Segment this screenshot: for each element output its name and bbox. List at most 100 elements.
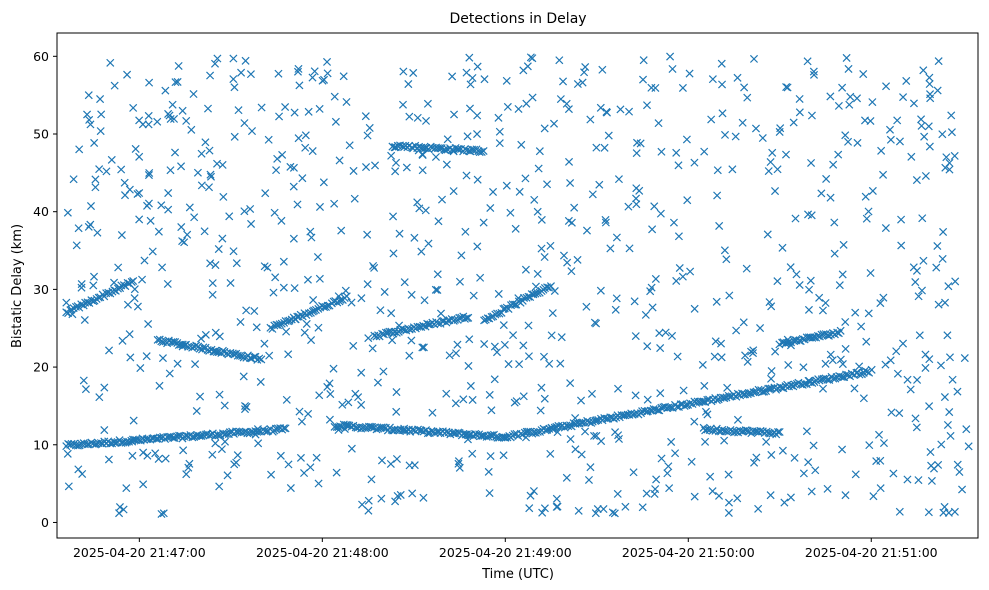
detection-point xyxy=(437,195,447,204)
detection-point xyxy=(686,267,695,276)
detection-point xyxy=(253,425,262,434)
detection-point xyxy=(435,143,445,153)
detection-point xyxy=(863,367,872,376)
detection-point xyxy=(174,61,183,70)
detection-point xyxy=(90,272,99,281)
detection-point xyxy=(171,78,180,87)
detection-point xyxy=(468,395,477,404)
detection-point xyxy=(240,405,250,414)
detection-point xyxy=(164,189,173,198)
detection-point xyxy=(564,216,573,225)
detection-point xyxy=(208,450,217,459)
detection-point xyxy=(486,203,495,213)
detection-point xyxy=(855,362,864,371)
detection-point xyxy=(191,360,200,369)
detection-point xyxy=(524,321,533,330)
detection-point xyxy=(938,254,947,263)
detection-point xyxy=(838,360,847,369)
detection-point xyxy=(193,168,202,177)
detection-point xyxy=(315,104,324,113)
detection-point xyxy=(859,394,868,403)
detection-point xyxy=(376,306,385,315)
detection-point xyxy=(330,199,339,208)
detection-point xyxy=(407,290,416,299)
detection-point xyxy=(601,218,610,227)
detection-point xyxy=(364,496,373,505)
detection-point xyxy=(370,263,379,272)
detection-point xyxy=(490,342,499,351)
detection-point xyxy=(656,389,665,398)
detection-point xyxy=(499,451,508,460)
detection-point xyxy=(303,275,312,284)
detection-point xyxy=(419,343,428,352)
detection-point xyxy=(803,57,812,66)
detection-point xyxy=(857,322,866,331)
detection-point xyxy=(232,259,241,268)
detection-point xyxy=(135,116,144,125)
detection-point xyxy=(712,396,721,405)
detection-point xyxy=(428,408,437,417)
detection-point xyxy=(868,98,877,107)
detection-point xyxy=(834,101,843,110)
detection-point xyxy=(596,286,605,295)
x-axis-label: Time (UTC) xyxy=(481,567,554,582)
detection-point xyxy=(925,79,934,89)
detection-point xyxy=(741,351,750,360)
detection-point xyxy=(758,134,767,143)
y-tick-label: 60 xyxy=(33,49,49,64)
detection-point xyxy=(786,341,795,350)
detection-point xyxy=(631,391,640,400)
detection-point xyxy=(138,275,147,284)
detection-point xyxy=(502,181,511,190)
detection-point xyxy=(63,449,72,458)
detection-point xyxy=(190,213,199,222)
detection-point xyxy=(391,497,400,506)
detection-point xyxy=(455,277,464,286)
detection-point xyxy=(683,196,692,205)
detection-point xyxy=(722,255,731,264)
detection-point xyxy=(480,75,489,84)
detection-point xyxy=(182,470,191,479)
detection-point xyxy=(364,506,373,515)
detection-point xyxy=(823,484,832,493)
detection-point xyxy=(188,343,197,352)
detection-point xyxy=(844,64,853,73)
detection-point xyxy=(395,229,404,238)
detection-point xyxy=(947,111,956,120)
detection-point xyxy=(349,341,358,350)
detection-point xyxy=(400,424,409,433)
detection-point xyxy=(335,156,344,165)
detection-point xyxy=(185,203,194,212)
detection-point xyxy=(151,449,160,458)
y-axis-label: Bistatic Delay (km) xyxy=(10,224,25,348)
detection-point xyxy=(763,230,772,239)
detection-point xyxy=(95,393,104,402)
detection-point xyxy=(289,234,298,243)
detection-points xyxy=(62,52,973,519)
detection-point xyxy=(218,234,227,243)
detection-point xyxy=(77,280,86,289)
detection-point xyxy=(413,113,422,122)
detection-point xyxy=(749,388,758,397)
detection-point xyxy=(876,484,885,493)
detection-point xyxy=(405,112,414,121)
detection-point xyxy=(234,106,243,115)
detection-point xyxy=(389,212,398,221)
detection-point xyxy=(319,178,328,187)
detection-point xyxy=(839,240,848,249)
detection-point xyxy=(566,178,575,188)
detection-point xyxy=(347,298,356,307)
detection-point xyxy=(473,62,482,71)
detection-point xyxy=(257,103,266,112)
detection-point xyxy=(778,243,787,252)
detection-point xyxy=(201,138,210,147)
detection-point xyxy=(826,193,835,202)
detection-point xyxy=(610,509,619,518)
detection-point xyxy=(851,470,860,479)
detection-point xyxy=(247,127,256,136)
detection-point xyxy=(663,469,672,478)
detection-point xyxy=(950,151,959,160)
detection-point xyxy=(531,282,540,291)
detection-point xyxy=(275,320,284,329)
